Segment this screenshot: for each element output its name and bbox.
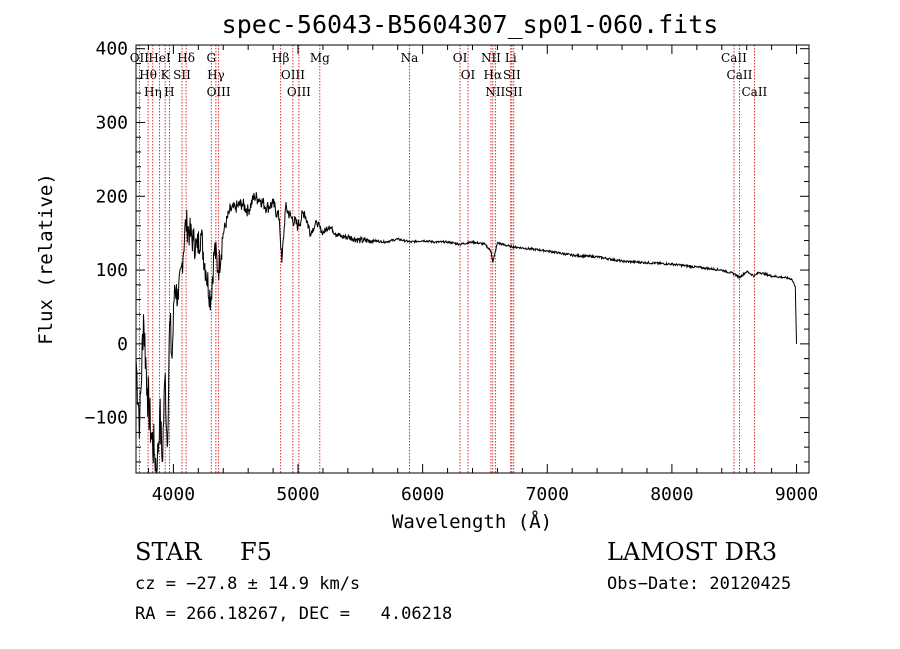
y-tick-label: 300 [95, 112, 128, 133]
spectral-line-label: Na [401, 51, 419, 65]
spectral-line-label: Hβ [272, 51, 289, 65]
axes: 4000 5000 6000 7000 8000 9000 −100 0 100 200 300 40… [85, 39, 819, 505]
spectral-line-label: NII [481, 51, 501, 65]
spectral-line-label: OIII [287, 85, 311, 99]
x-tick-label: 5000 [276, 484, 319, 505]
y-tick-label: −100 [85, 408, 128, 429]
x-tick-label: 7000 [526, 484, 569, 505]
spectral-line-label: G [206, 51, 216, 65]
plot-frame [135, 44, 810, 474]
spectral-line-label: Hγ [207, 68, 225, 82]
spectral-line-label: CaII [741, 85, 767, 99]
y-tick-label: 200 [95, 186, 128, 207]
coordinates: RA = 266.18267, DEC = 4.06218 [135, 604, 453, 624]
x-tick-label: 6000 [401, 484, 444, 505]
x-axis-label: Wavelength (Å) [392, 510, 552, 533]
redshift-readout: cz = −27.8 ± 14.9 km/s [135, 574, 361, 594]
spectral-line-label: K [161, 68, 171, 82]
spectral-line-label: NII [485, 85, 505, 99]
spectral-line-label: OI [461, 68, 476, 82]
spectral-line-label: SII [173, 68, 191, 82]
obs-date: Obs−Date: 20120425 [607, 574, 792, 594]
spectral-line-label: Hδ [177, 51, 195, 65]
y-tick-label: 100 [95, 260, 128, 281]
survey-name: LAMOST DR3 [607, 538, 778, 566]
spectral-line-label: OII [130, 51, 150, 65]
x-tick-label: 9000 [775, 484, 818, 505]
flux-series [136, 192, 797, 473]
spectral-line-label: OIII [281, 68, 305, 82]
spectral-line-label: H [164, 85, 174, 99]
spectral-line-label: Hα [484, 68, 503, 82]
subclass: F5 [240, 538, 272, 566]
y-tick-label: 0 [117, 334, 128, 355]
flux-line [136, 192, 797, 473]
spectral-line-label: Hθ [139, 68, 157, 82]
object-type: STAR [135, 538, 202, 566]
spectral-line-label: SII [505, 85, 523, 99]
y-axis-label: Flux (relative) [35, 173, 57, 345]
spectral-line-label: Hη [144, 85, 162, 99]
spectral-line-label: CaII [727, 68, 753, 82]
spectral-line-label: Mg [310, 51, 330, 65]
spectral-line-label: OIII [207, 85, 231, 99]
x-tick-label: 4000 [152, 484, 195, 505]
x-tick-label: 8000 [650, 484, 693, 505]
spectral-line-label: HeI [148, 51, 171, 65]
chart-title: spec-56043-B5604307_sp01-060.fits [222, 10, 719, 39]
y-tick-label: 400 [95, 39, 128, 60]
spectral-lines: OII Hθ Hη HeI KH SII Hδ G Hγ OIII Hβ OIII OIII Mg Na OI… [130, 45, 768, 473]
spectral-line-label: CaII [721, 51, 747, 65]
spectral-line-label: SII [503, 68, 521, 82]
spectral-line-label: Li [505, 51, 517, 65]
spectral-line-label: OI [453, 51, 468, 65]
